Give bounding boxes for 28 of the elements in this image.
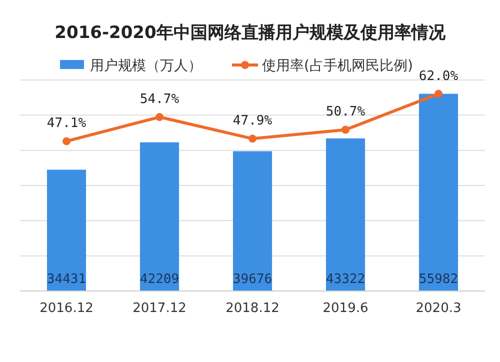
legend-label: 使用率(占手机网民比例): [262, 58, 413, 74]
x-tick-label: 2019.6: [322, 301, 368, 316]
data-label: 34431: [46, 272, 86, 287]
point: [434, 90, 442, 98]
data-label: 54.7%: [140, 92, 180, 108]
bar: [418, 94, 458, 291]
point: [156, 113, 164, 122]
point: [248, 134, 256, 143]
point: [62, 137, 70, 146]
bar: [46, 170, 86, 291]
bar: [326, 138, 366, 291]
x-tick-label: 2018.12: [226, 301, 280, 316]
data-label: 47.1%: [46, 116, 86, 132]
data-label: 47.9%: [232, 114, 272, 129]
bar: [140, 142, 180, 291]
legend-label: 用户规模（万人）: [90, 58, 202, 74]
point: [342, 126, 350, 134]
data-label: 42209: [140, 272, 180, 287]
x-tick-label: 2020.3: [416, 301, 462, 316]
data-label: 62.0%: [418, 68, 458, 84]
x-tick-label: 2016.12: [40, 301, 94, 316]
chart-title: 2016-2020年中国网络直播用户规模及使用率情况: [54, 23, 446, 43]
data-label: 39676: [232, 272, 272, 287]
data-label: 55982: [418, 272, 458, 287]
data-label: 43322: [326, 272, 366, 287]
x-tick-label: 2017.12: [132, 301, 186, 316]
data-label: 50.7%: [326, 104, 366, 120]
bar: [232, 151, 272, 291]
